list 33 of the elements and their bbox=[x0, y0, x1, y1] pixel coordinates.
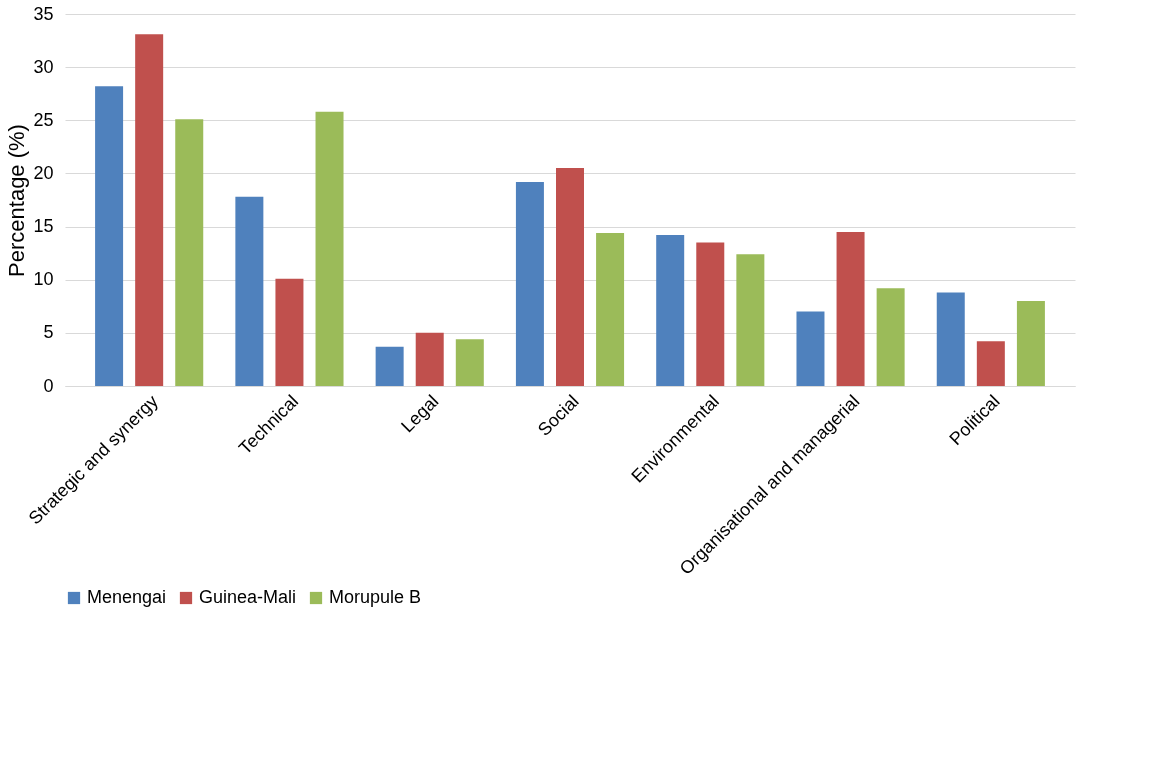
bar bbox=[696, 242, 725, 386]
bar bbox=[235, 196, 264, 386]
y-tick-label: 20 bbox=[33, 162, 54, 183]
bar bbox=[936, 292, 965, 386]
bar bbox=[415, 332, 444, 386]
bar bbox=[455, 339, 484, 386]
bar bbox=[876, 288, 905, 386]
y-axis-title: Percentage (%) bbox=[4, 124, 30, 277]
y-tick-label: 0 bbox=[43, 375, 54, 396]
y-tick-label: 5 bbox=[43, 322, 54, 343]
legend-label: Guinea-Mali bbox=[199, 587, 297, 607]
y-tick-label: 15 bbox=[33, 216, 54, 237]
bar bbox=[796, 311, 825, 386]
bar bbox=[656, 235, 685, 386]
y-tick-label: 25 bbox=[33, 109, 54, 130]
bar bbox=[135, 34, 164, 386]
bar bbox=[315, 111, 344, 386]
bar bbox=[556, 168, 584, 386]
bar bbox=[275, 278, 304, 386]
legend-label: Menengai bbox=[87, 587, 167, 607]
legend-label: Morupule B bbox=[329, 587, 422, 607]
bar bbox=[1016, 300, 1045, 386]
bar bbox=[175, 119, 204, 386]
bar bbox=[515, 181, 544, 386]
bar bbox=[736, 254, 765, 386]
bar bbox=[95, 86, 124, 386]
bar bbox=[976, 341, 1005, 386]
y-tick-label: 35 bbox=[33, 3, 54, 24]
y-tick-label: 10 bbox=[33, 269, 54, 290]
y-tick-label: 30 bbox=[33, 56, 54, 77]
bar bbox=[596, 232, 625, 386]
bar bbox=[375, 346, 404, 386]
bar bbox=[836, 231, 865, 386]
